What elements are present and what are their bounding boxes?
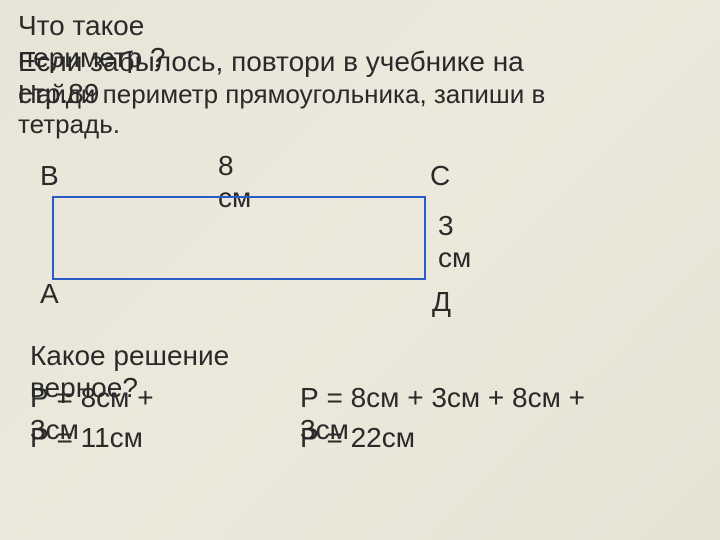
hint-line1: Если забылось, повтори в учебнике на: [18, 46, 524, 78]
vertex-b: В: [40, 160, 59, 192]
sol1-res: Р = 11см: [30, 422, 143, 454]
vertex-c: С: [430, 160, 450, 192]
sol1-eq-l1: Р = 8см +: [30, 382, 154, 414]
vertex-d: Д: [432, 286, 451, 318]
side-dim-1: 3: [438, 210, 454, 242]
sol2-res: Р = 22см: [300, 422, 415, 454]
task-line2: тетрадь.: [18, 110, 120, 140]
question-1-line1: Что такое: [18, 10, 144, 42]
vertex-a: А: [40, 278, 59, 310]
rectangle-shape: [52, 196, 426, 280]
top-dim-1: 8: [218, 150, 234, 182]
task-line1: Найди периметр прямоугольника, запиши в: [18, 80, 545, 110]
sol2-eq-l1: Р = 8см + 3см + 8см +: [300, 382, 585, 414]
side-dim-2: см: [438, 242, 471, 274]
question-2-line1: Какое решение: [30, 340, 229, 372]
